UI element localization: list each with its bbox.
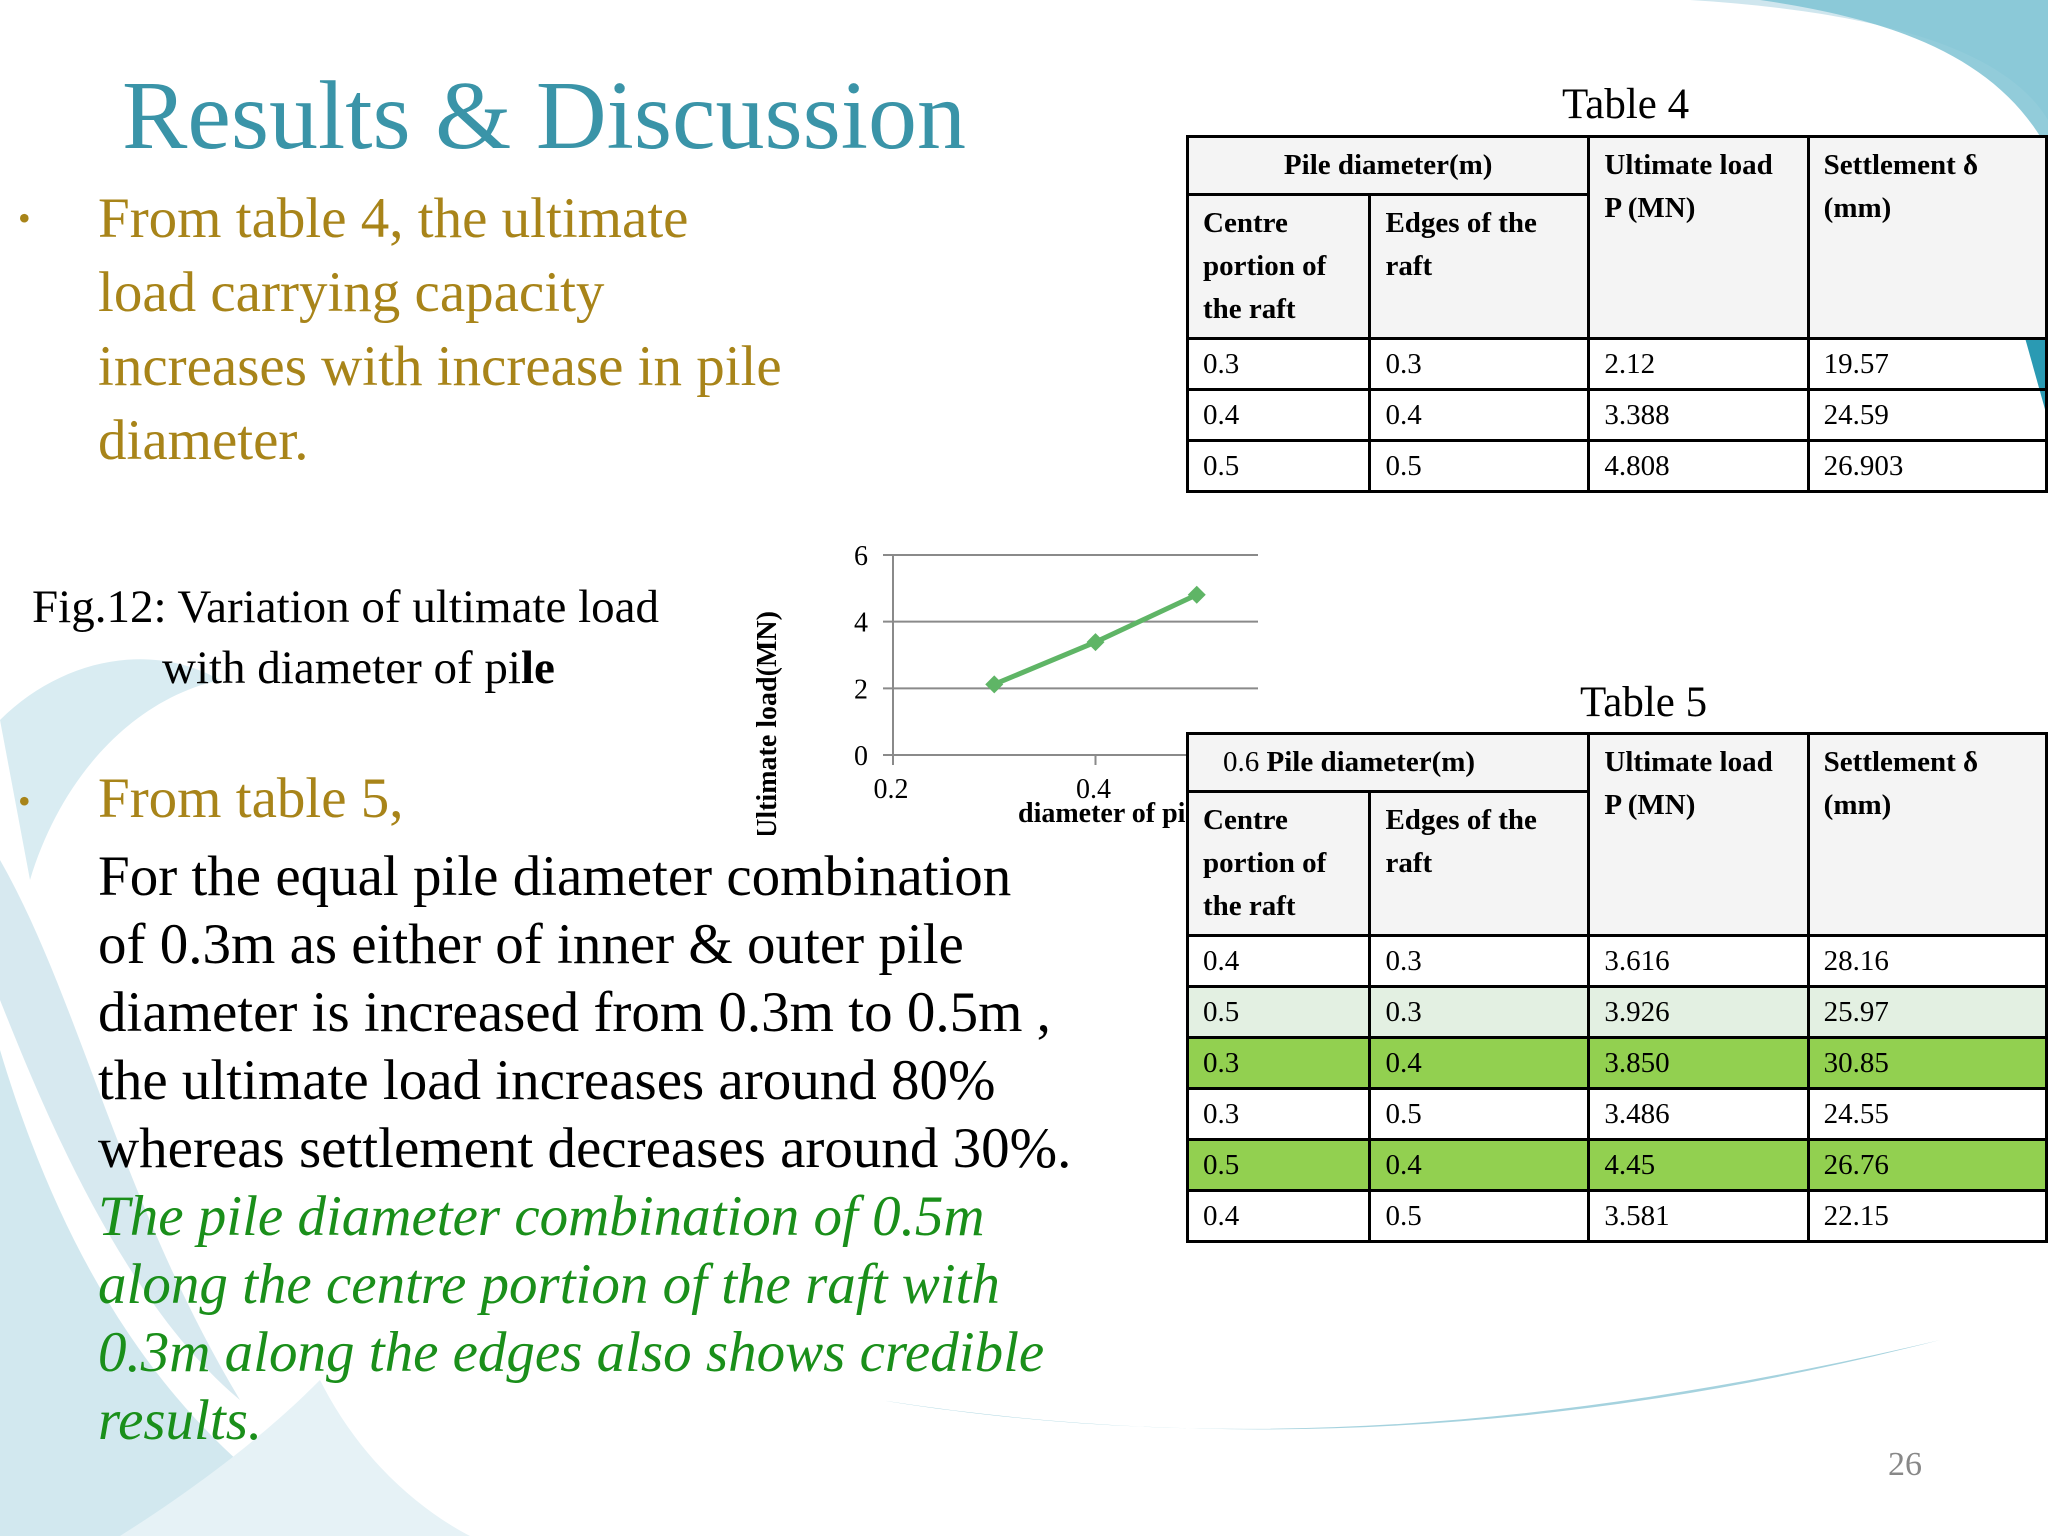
bullet-1-text: From table 4, the ultimate load carrying…	[98, 182, 782, 478]
x-tick-label: 0.2	[874, 774, 909, 805]
table-cell: 0.5	[1185, 985, 1372, 1039]
findings-line: of 0.3m as either of inner & outer pile	[98, 913, 964, 976]
note-line: results.	[98, 1389, 263, 1452]
findings-line: For the equal pile diameter combination	[98, 845, 1012, 908]
table-cell: 0.3	[1185, 1087, 1372, 1141]
data-point	[985, 675, 1004, 694]
bullet-marker-1: •	[18, 198, 31, 238]
table-cell: 24.59	[1806, 388, 2048, 442]
data-point	[1187, 585, 1206, 604]
bullet-1-line: From table 4, the ultimate	[98, 187, 689, 250]
table-4: Pile diameter(m) Ultimate load P (MN) Se…	[1185, 135, 2048, 493]
table-4-edges-header: Edges of the raft	[1368, 193, 1591, 340]
bullet-1-line: diameter.	[98, 409, 309, 472]
bullet-1-line: load carrying capacity	[98, 261, 605, 324]
table-row: 0.3 0.3 2.12 19.57	[1185, 337, 2048, 391]
table-cell: 0.3	[1185, 1036, 1372, 1090]
table-cell: 3.850	[1587, 1036, 1810, 1090]
table-5-centre-header: Centre portion of the raft	[1185, 790, 1372, 937]
figure-caption: Fig.12: Variation of ultimate load with …	[32, 577, 659, 699]
table-row: 0.4 0.3 3.616 28.16	[1185, 934, 2048, 988]
table-row: 0.5 0.5 4.808 26.903	[1185, 439, 2048, 493]
table-cell: 4.808	[1587, 439, 1810, 493]
table-row: 0.4 0.4 3.388 24.59	[1185, 388, 2048, 442]
note-line: The pile diameter combination of 0.5m	[98, 1185, 985, 1248]
table-4-centre-header: Centre portion of the raft	[1185, 193, 1372, 340]
note-line: along the centre portion of the raft wit…	[98, 1253, 1000, 1316]
table-5-caption: Table 5	[1580, 679, 1708, 726]
findings-line: diameter is increased from 0.3m to 0.5m …	[98, 981, 1051, 1044]
table-cell: 24.55	[1806, 1087, 2048, 1141]
table-4-load-header: Ultimate load P (MN)	[1587, 135, 1810, 340]
table-cell: 0.3	[1368, 934, 1591, 988]
table-cell: 3.486	[1587, 1087, 1810, 1141]
table-cell: 3.581	[1587, 1189, 1810, 1243]
table-5-group-header: 0.6 Pile diameter(m)	[1185, 732, 1591, 793]
table-cell: 0.5	[1368, 1189, 1591, 1243]
table-5-settlement-header: Settlement δ (mm)	[1806, 732, 2048, 937]
table-cell: 3.926	[1587, 985, 1810, 1039]
table-cell: 0.4	[1185, 1189, 1372, 1243]
figure-caption-line-1: Fig.12: Variation of ultimate load	[32, 581, 660, 633]
page-number: 26	[1888, 1446, 1922, 1483]
bullet-2-heading: From table 5,	[98, 767, 404, 830]
table-4-caption: Table 4	[1562, 81, 1690, 128]
table-4-group-header: Pile diameter(m)	[1185, 135, 1591, 196]
table-cell: 0.5	[1185, 439, 1372, 493]
table-row: 0.5 0.4 4.45 26.76	[1185, 1138, 2048, 1192]
table-row: 0.4 0.5 3.581 22.15	[1185, 1189, 2048, 1243]
table-cell: 19.57	[1806, 337, 2048, 391]
table-cell: 28.16	[1806, 934, 2048, 988]
table-cell: 2.12	[1587, 337, 1810, 391]
table-cell: 3.616	[1587, 934, 1810, 988]
table-cell: 0.3	[1368, 337, 1591, 391]
note-line: 0.3m along the edges also shows credible	[98, 1321, 1045, 1384]
findings-line: the ultimate load increases around 80%	[98, 1049, 996, 1112]
credible-results-note: The pile diameter combination of 0.5m al…	[98, 1183, 1044, 1455]
table-cell: 0.4	[1368, 1138, 1591, 1192]
table-cell: 4.45	[1587, 1138, 1810, 1192]
findings-line: whereas settlement decreases around 30%.	[98, 1117, 1072, 1180]
table-row: 0.3 0.5 3.486 24.55	[1185, 1087, 2048, 1141]
table-cell: 0.5	[1368, 439, 1591, 493]
bullet-1-line: increases with increase in pile	[98, 335, 782, 398]
table-5-edges-header: Edges of the raft	[1368, 790, 1591, 937]
figure-caption-line-2: with diameter of pile	[162, 642, 555, 694]
table-cell: 25.97	[1806, 985, 2048, 1039]
x-tick-label: 0.4	[1076, 774, 1111, 805]
y-tick-label: 6	[854, 541, 868, 572]
table-cell: 0.4	[1368, 388, 1591, 442]
table-cell: 0.4	[1185, 934, 1372, 988]
y-tick-label: 0	[854, 741, 868, 772]
table-row: 0.5 0.3 3.926 25.97	[1185, 985, 2048, 1039]
table-cell: 0.4	[1368, 1036, 1591, 1090]
chart-y-axis-label: Ultimate load(MN)	[752, 611, 783, 835]
table-4-settlement-header: Settlement δ (mm)	[1806, 135, 2048, 340]
table-cell: 0.4	[1185, 388, 1372, 442]
table-cell: 26.903	[1806, 439, 2048, 493]
table-cell: 30.85	[1806, 1036, 2048, 1090]
y-tick-label: 4	[854, 608, 868, 639]
table-cell: 3.388	[1587, 388, 1810, 442]
table-cell: 0.3	[1368, 985, 1591, 1039]
table-5: 0.6 Pile diameter(m) Ultimate load P (MN…	[1185, 732, 2048, 1243]
data-point	[1086, 633, 1105, 652]
bullet-marker-2: •	[18, 781, 31, 821]
table-cell: 0.3	[1185, 337, 1372, 391]
findings-paragraph: For the equal pile diameter combination …	[98, 843, 1071, 1183]
table-cell: 22.15	[1806, 1189, 2048, 1243]
y-tick-label: 2	[854, 674, 868, 705]
slide-title: Results & Discussion	[122, 62, 966, 170]
table-5-load-header: Ultimate load P (MN)	[1587, 732, 1810, 937]
table-row: 0.3 0.4 3.850 30.85	[1185, 1036, 2048, 1090]
table-cell: 26.76	[1806, 1138, 2048, 1192]
table-cell: 0.5	[1185, 1138, 1372, 1192]
table-cell: 0.5	[1368, 1087, 1591, 1141]
